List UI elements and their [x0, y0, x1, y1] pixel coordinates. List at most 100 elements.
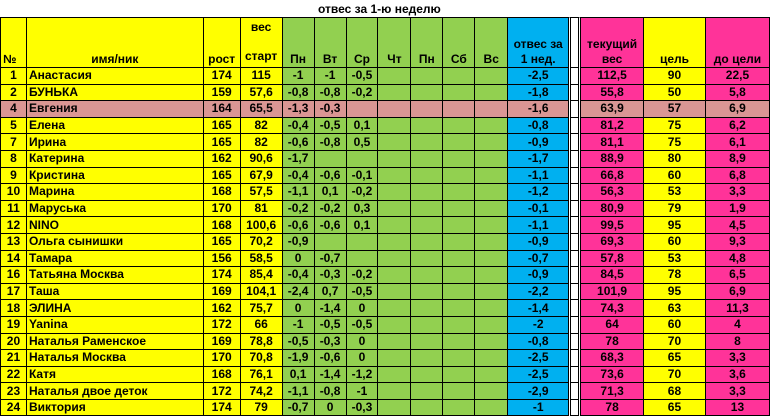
day-cell[interactable]: -0,5	[313, 116, 347, 135]
day-cell[interactable]	[474, 133, 509, 151]
weekly-loss-cell[interactable]: -2,5	[507, 67, 571, 85]
day-cell[interactable]: -0,3	[313, 332, 347, 351]
day-cell[interactable]	[474, 266, 509, 284]
goal-cell[interactable]: 63	[643, 299, 706, 317]
day-cell[interactable]	[474, 149, 509, 168]
header-day[interactable]: Пн	[281, 17, 315, 68]
day-cell[interactable]: -0,2	[313, 199, 347, 218]
day-cell[interactable]: -1,4	[313, 299, 347, 317]
goal-cell[interactable]: 78	[643, 266, 706, 284]
weekly-loss-cell[interactable]: -1,7	[507, 149, 571, 168]
to-goal-cell[interactable]: 3,3	[704, 382, 770, 400]
name-cell[interactable]: Анастасия	[25, 67, 204, 85]
to-goal-cell[interactable]: 3,3	[704, 183, 770, 201]
name-cell[interactable]: Yanina	[25, 315, 204, 334]
day-cell[interactable]	[474, 382, 509, 400]
day-cell[interactable]: -0,5	[345, 67, 379, 85]
day-cell[interactable]	[474, 299, 509, 317]
day-cell[interactable]	[410, 116, 444, 135]
current-weight-cell[interactable]: 73,6	[579, 365, 645, 384]
num-cell[interactable]: 7	[0, 133, 27, 151]
day-cell[interactable]	[377, 365, 412, 384]
day-cell[interactable]	[442, 133, 476, 151]
day-cell[interactable]	[377, 332, 412, 351]
height-cell[interactable]: 170	[202, 349, 241, 367]
goal-cell[interactable]: 53	[643, 249, 706, 268]
num-cell[interactable]: 16	[0, 266, 27, 284]
day-cell[interactable]	[442, 382, 476, 400]
start-weight-cell[interactable]: 81	[239, 199, 283, 218]
day-cell[interactable]: -0,1	[345, 166, 379, 185]
weekly-loss-cell[interactable]: -1,6	[507, 100, 571, 118]
day-cell[interactable]	[474, 332, 509, 351]
num-cell[interactable]: 24	[0, 398, 27, 416]
current-weight-cell[interactable]: 69,3	[579, 232, 645, 251]
day-cell[interactable]	[474, 183, 509, 201]
name-cell[interactable]: Ольга сынишки	[25, 232, 204, 251]
weekly-loss-cell[interactable]: -2,9	[507, 382, 571, 400]
start-weight-cell[interactable]: 90,6	[239, 149, 283, 168]
num-cell[interactable]: 9	[0, 166, 27, 185]
height-cell[interactable]: 174	[202, 266, 241, 284]
start-weight-cell[interactable]: 104,1	[239, 282, 283, 301]
start-weight-cell[interactable]: 70,2	[239, 232, 283, 251]
start-weight-cell[interactable]: 70,8	[239, 349, 283, 367]
day-cell[interactable]: 0,5	[345, 133, 379, 151]
day-cell[interactable]: -0,6	[313, 349, 347, 367]
day-cell[interactable]	[345, 249, 379, 268]
height-cell[interactable]: 172	[202, 315, 241, 334]
current-weight-cell[interactable]: 78	[579, 332, 645, 351]
height-cell[interactable]: 168	[202, 183, 241, 201]
weekly-loss-cell[interactable]: -2,2	[507, 282, 571, 301]
day-cell[interactable]: 0,1	[345, 216, 379, 234]
day-cell[interactable]: -1	[313, 67, 347, 85]
goal-cell[interactable]: 95	[643, 216, 706, 234]
current-weight-cell[interactable]: 81,2	[579, 116, 645, 135]
day-cell[interactable]	[377, 315, 412, 334]
day-cell[interactable]	[377, 116, 412, 135]
day-cell[interactable]	[410, 282, 444, 301]
day-cell[interactable]: -2,4	[281, 282, 315, 301]
header-day[interactable]: Пн	[410, 17, 444, 68]
to-goal-cell[interactable]: 3,3	[704, 349, 770, 367]
name-cell[interactable]: NINO	[25, 216, 204, 234]
current-weight-cell[interactable]: 81,1	[579, 133, 645, 151]
weekly-loss-cell[interactable]: -1,1	[507, 166, 571, 185]
start-weight-cell[interactable]: 78,8	[239, 332, 283, 351]
weekly-loss-cell[interactable]: -0,8	[507, 116, 571, 135]
start-weight-cell[interactable]: 57,5	[239, 183, 283, 201]
day-cell[interactable]	[410, 199, 444, 218]
weekly-loss-cell[interactable]: -0,8	[507, 332, 571, 351]
day-cell[interactable]: -0,4	[281, 266, 315, 284]
num-cell[interactable]: 21	[0, 349, 27, 367]
name-cell[interactable]: Марина	[25, 183, 204, 201]
day-cell[interactable]: 0,7	[313, 282, 347, 301]
current-weight-cell[interactable]: 68,3	[579, 349, 645, 367]
day-cell[interactable]: -0,5	[281, 332, 315, 351]
day-cell[interactable]	[410, 183, 444, 201]
to-goal-cell[interactable]: 4,5	[704, 216, 770, 234]
to-goal-cell[interactable]: 6,2	[704, 116, 770, 135]
weekly-loss-cell[interactable]: -1,1	[507, 216, 571, 234]
name-cell[interactable]: Катя	[25, 365, 204, 384]
day-cell[interactable]	[442, 166, 476, 185]
day-cell[interactable]: 0	[281, 249, 315, 268]
day-cell[interactable]: -1	[281, 67, 315, 85]
day-cell[interactable]	[474, 100, 509, 118]
day-cell[interactable]	[377, 100, 412, 118]
weekly-loss-cell[interactable]: -2,5	[507, 349, 571, 367]
name-cell[interactable]: Татьяна Москва	[25, 266, 204, 284]
header-weekly-loss[interactable]: отвес за 1 нед.	[507, 17, 571, 68]
weekly-loss-cell[interactable]: -1	[507, 398, 571, 416]
to-goal-cell[interactable]: 4,8	[704, 249, 770, 268]
day-cell[interactable]	[345, 232, 379, 251]
start-weight-cell[interactable]: 100,6	[239, 216, 283, 234]
day-cell[interactable]	[442, 332, 476, 351]
day-cell[interactable]: -1	[345, 382, 379, 400]
height-cell[interactable]: 174	[202, 398, 241, 416]
day-cell[interactable]: -1,1	[281, 183, 315, 201]
day-cell[interactable]: -0,5	[313, 315, 347, 334]
day-cell[interactable]	[410, 249, 444, 268]
day-cell[interactable]: -0,9	[281, 232, 315, 251]
header-day[interactable]: Чт	[377, 17, 412, 68]
